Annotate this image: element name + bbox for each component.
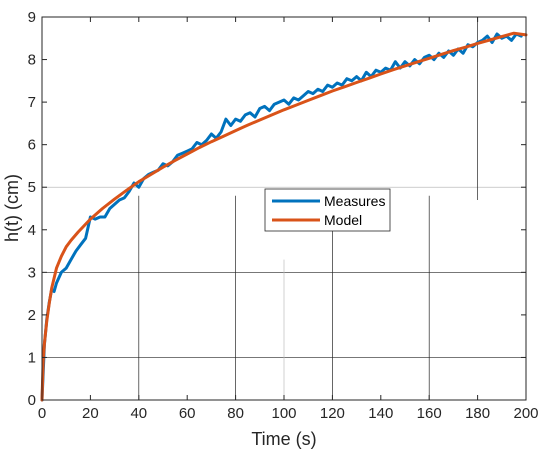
- y-tick-label: 4: [28, 222, 36, 239]
- x-tick-label: 180: [465, 405, 490, 422]
- y-tick-label: 0: [28, 392, 36, 409]
- x-axis-ticks: 0 20 40 60 80 100 120 140 160 180 200: [38, 17, 539, 422]
- y-tick-label: 9: [28, 9, 36, 26]
- x-tick-label: 20: [82, 405, 99, 422]
- series-line-measures: [40, 32, 523, 402]
- legend: Measures Model: [264, 188, 391, 232]
- x-tick-label: 100: [271, 405, 296, 422]
- grid-lines: [42, 17, 526, 400]
- y-tick-label: 3: [28, 264, 36, 281]
- x-tick-label: 160: [417, 405, 442, 422]
- x-tick-label: 200: [513, 405, 538, 422]
- y-tick-label: 8: [28, 52, 36, 69]
- x-tick-label: 40: [130, 405, 147, 422]
- y-axis-title: h(t) (cm): [2, 174, 22, 242]
- x-tick-label: 140: [368, 405, 393, 422]
- y-tick-label: 5: [28, 179, 36, 196]
- y-axis-ticks: 0 1 2 3 4 5 6 7 8 9: [28, 9, 526, 409]
- x-tick-label: 80: [227, 405, 244, 422]
- series-layer: [40, 31, 528, 402]
- legend-box: [264, 188, 391, 232]
- y-tick-label: 7: [28, 94, 36, 111]
- y-tick-label: 6: [28, 137, 36, 154]
- x-tick-label: 0: [38, 405, 46, 422]
- x-axis-title: Time (s): [251, 429, 316, 449]
- legend-label-model: Model: [324, 212, 362, 228]
- legend-label-measures: Measures: [324, 193, 385, 209]
- x-tick-label: 60: [179, 405, 196, 422]
- x-tick-label: 120: [320, 405, 345, 422]
- series-line-model: [40, 31, 528, 402]
- y-tick-label: 2: [28, 307, 36, 324]
- y-tick-label: 1: [28, 349, 36, 366]
